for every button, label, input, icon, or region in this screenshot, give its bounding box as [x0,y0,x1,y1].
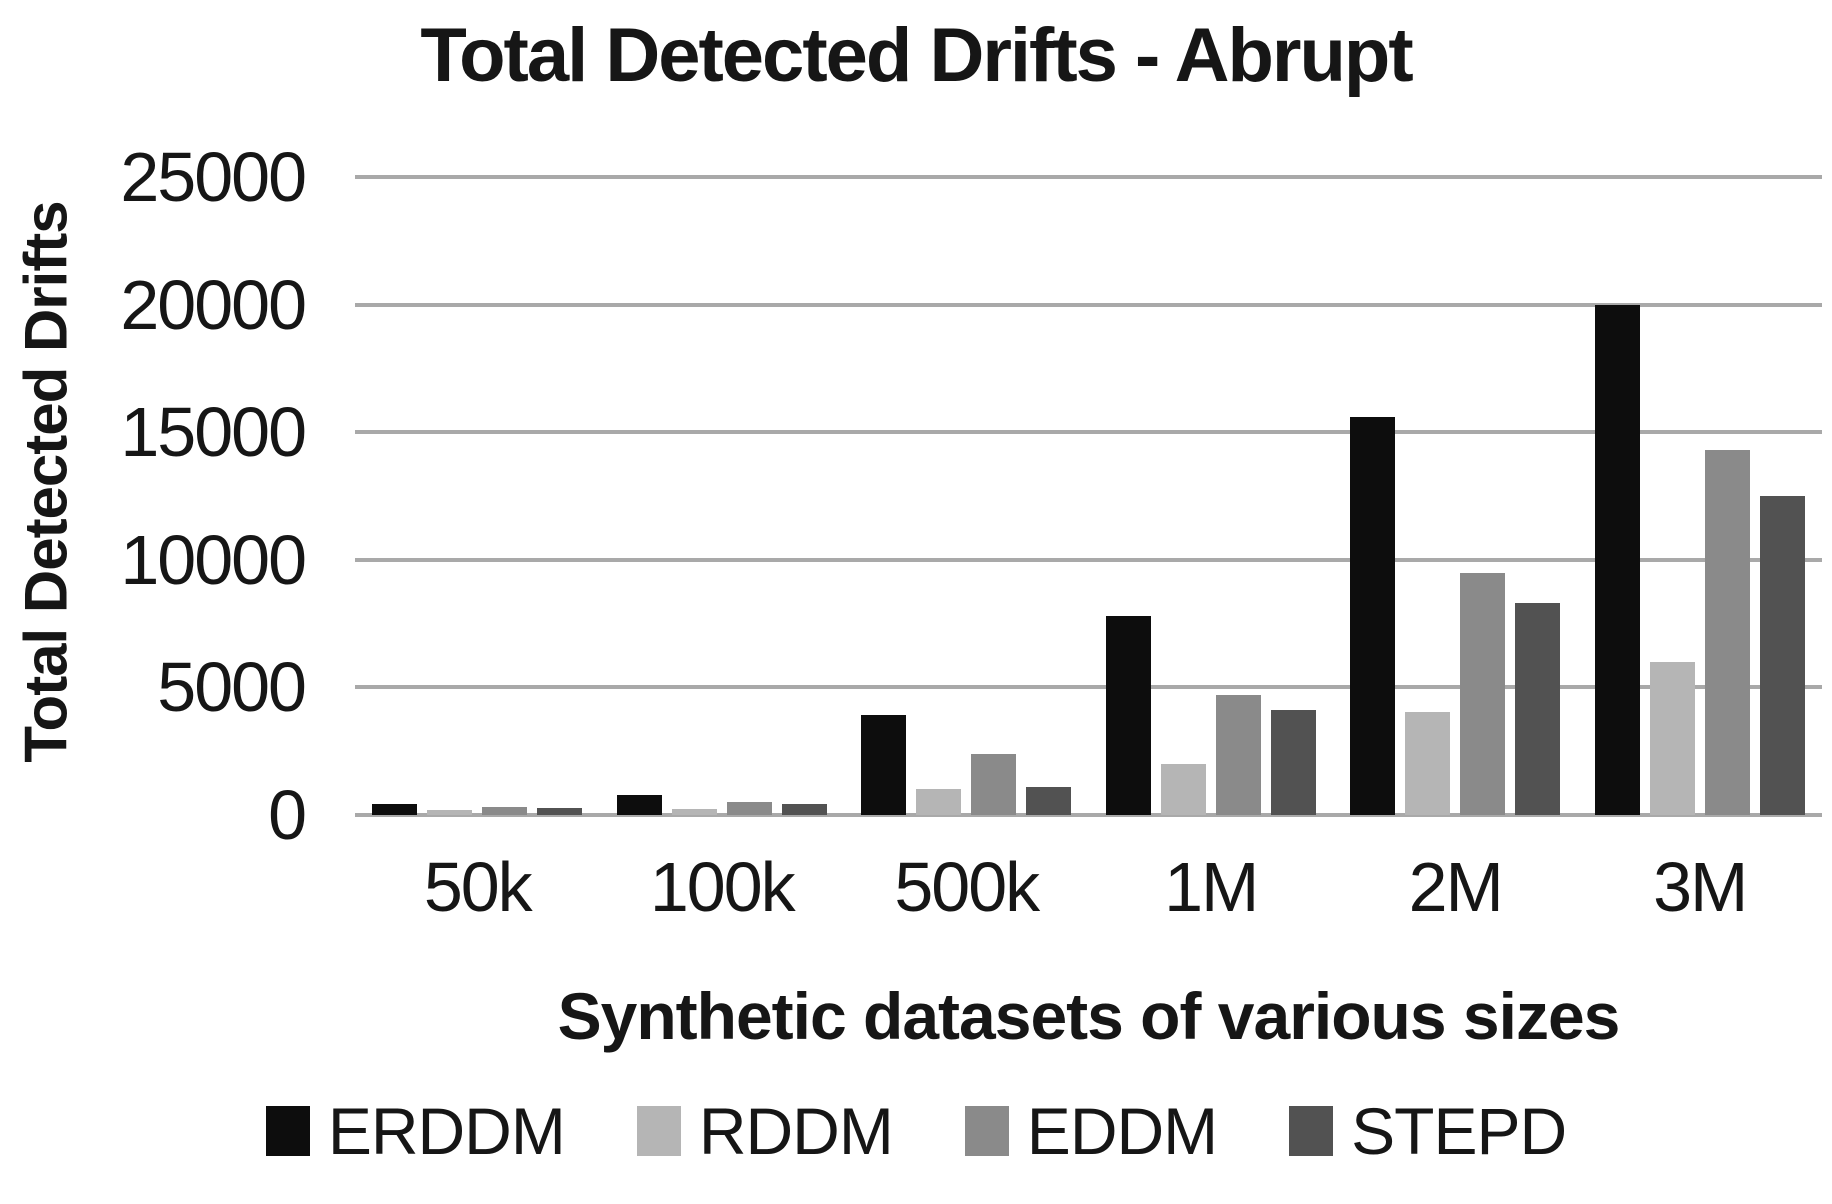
bar-RDDM-1M [1160,763,1206,815]
bar-EDDM-2M [1460,572,1506,815]
chart-title: Total Detected Drifts - Abrupt [420,13,1413,98]
bar-STEPD-2M [1515,603,1561,815]
gridline-15000 [355,430,1822,435]
gridline-20000 [355,302,1822,307]
legend-item-EDDM: EDDM [964,1094,1218,1168]
bar-EDDM-1M [1215,695,1261,815]
legend-swatch-ERDDM [265,1106,310,1156]
x-tick-label-50k: 50k [423,848,533,926]
legend-label-STEPD: STEPD [1351,1094,1567,1168]
legend-item-RDDM: RDDM [636,1094,894,1168]
x-tick-label-3M: 3M [1653,848,1748,926]
bar-EDDM-500k [971,753,1017,815]
bar-RDDM-50k [427,809,473,815]
y-tick-label-25000: 25000 [120,138,307,216]
bar-group-3M [1578,177,1823,815]
bar-RDDM-100k [671,809,717,815]
legend-label-RDDM: RDDM [698,1094,894,1168]
bar-ERDDM-50k [372,804,418,815]
y-tick-label-5000: 5000 [157,648,307,727]
legend: ERDDM RDDM EDDM STEPD [0,1098,1832,1164]
bar-EDDM-50k [482,806,528,815]
bar-STEPD-3M [1759,496,1805,815]
bar-RDDM-500k [916,789,962,815]
bar-group-50k [355,177,600,815]
bar-ERDDM-2M [1350,416,1396,815]
bar-group-100k [600,177,845,815]
bar-EDDM-3M [1704,450,1750,815]
bar-group-1M [1089,177,1334,815]
bar-EDDM-100k [726,802,772,815]
gridline-10000 [355,557,1822,562]
legend-item-ERDDM: ERDDM [265,1094,566,1168]
gridline-25000 [355,175,1822,179]
legend-item-STEPD: STEPD [1289,1094,1567,1168]
x-tick-label-2M: 2M [1408,848,1504,926]
y-axis-tick-labels: 0 5000 10000 15000 20000 25000 [0,142,307,850]
bar-STEPD-100k [781,804,827,815]
legend-label-ERDDM: ERDDM [327,1094,566,1168]
x-tick-label-500k: 500k [894,848,1040,926]
bar-group-2M [1333,177,1578,815]
bar-RDDM-2M [1405,711,1451,815]
x-tick-label-1M: 1M [1164,848,1259,926]
y-tick-label-15000: 15000 [120,393,307,472]
bar-RDDM-3M [1649,661,1695,815]
bar-ERDDM-3M [1594,304,1640,815]
y-tick-label-0: 0 [268,776,307,854]
bar-ERDDM-500k [861,715,907,815]
legend-swatch-EDDM [964,1106,1009,1156]
y-tick-label-20000: 20000 [120,265,307,344]
y-tick-label-10000: 10000 [120,520,307,599]
x-axis-tick-labels: 50k 100k 500k 1M 2M 3M [355,852,1822,922]
bar-group-500k [844,177,1089,815]
bar-STEPD-50k [537,808,583,815]
bar-STEPD-1M [1270,710,1316,815]
gridline-0 [355,813,1822,817]
bar-ERDDM-100k [616,795,662,815]
legend-label-EDDM: EDDM [1026,1094,1218,1168]
plot-area [355,175,1823,817]
bar-STEPD-500k [1026,786,1072,815]
gridline-5000 [355,685,1822,690]
x-axis-title: Synthetic datasets of various sizes [557,979,1621,1053]
x-tick-label-100k: 100k [649,848,796,926]
bar-ERDDM-1M [1105,615,1151,815]
legend-swatch-RDDM [636,1106,681,1156]
legend-swatch-STEPD [1289,1106,1334,1156]
